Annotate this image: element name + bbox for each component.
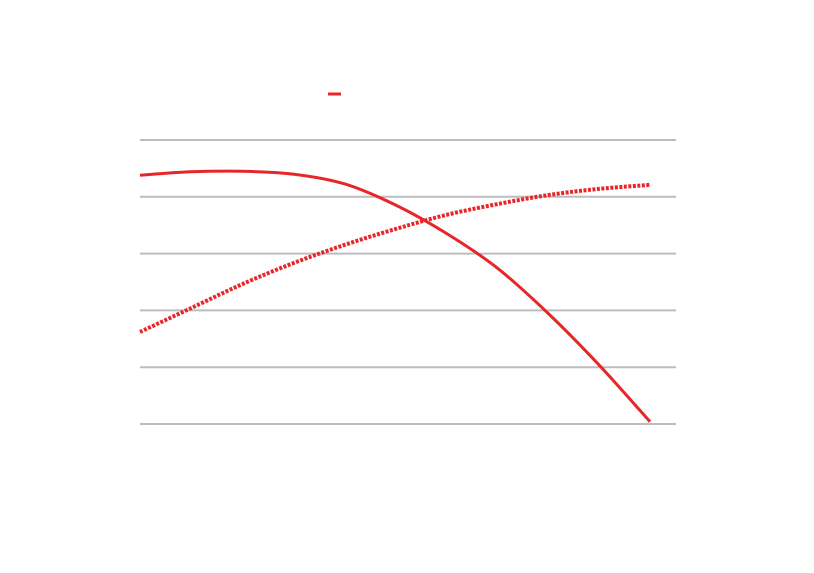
- line-series: [139, 169, 652, 423]
- line-series: [139, 182, 651, 334]
